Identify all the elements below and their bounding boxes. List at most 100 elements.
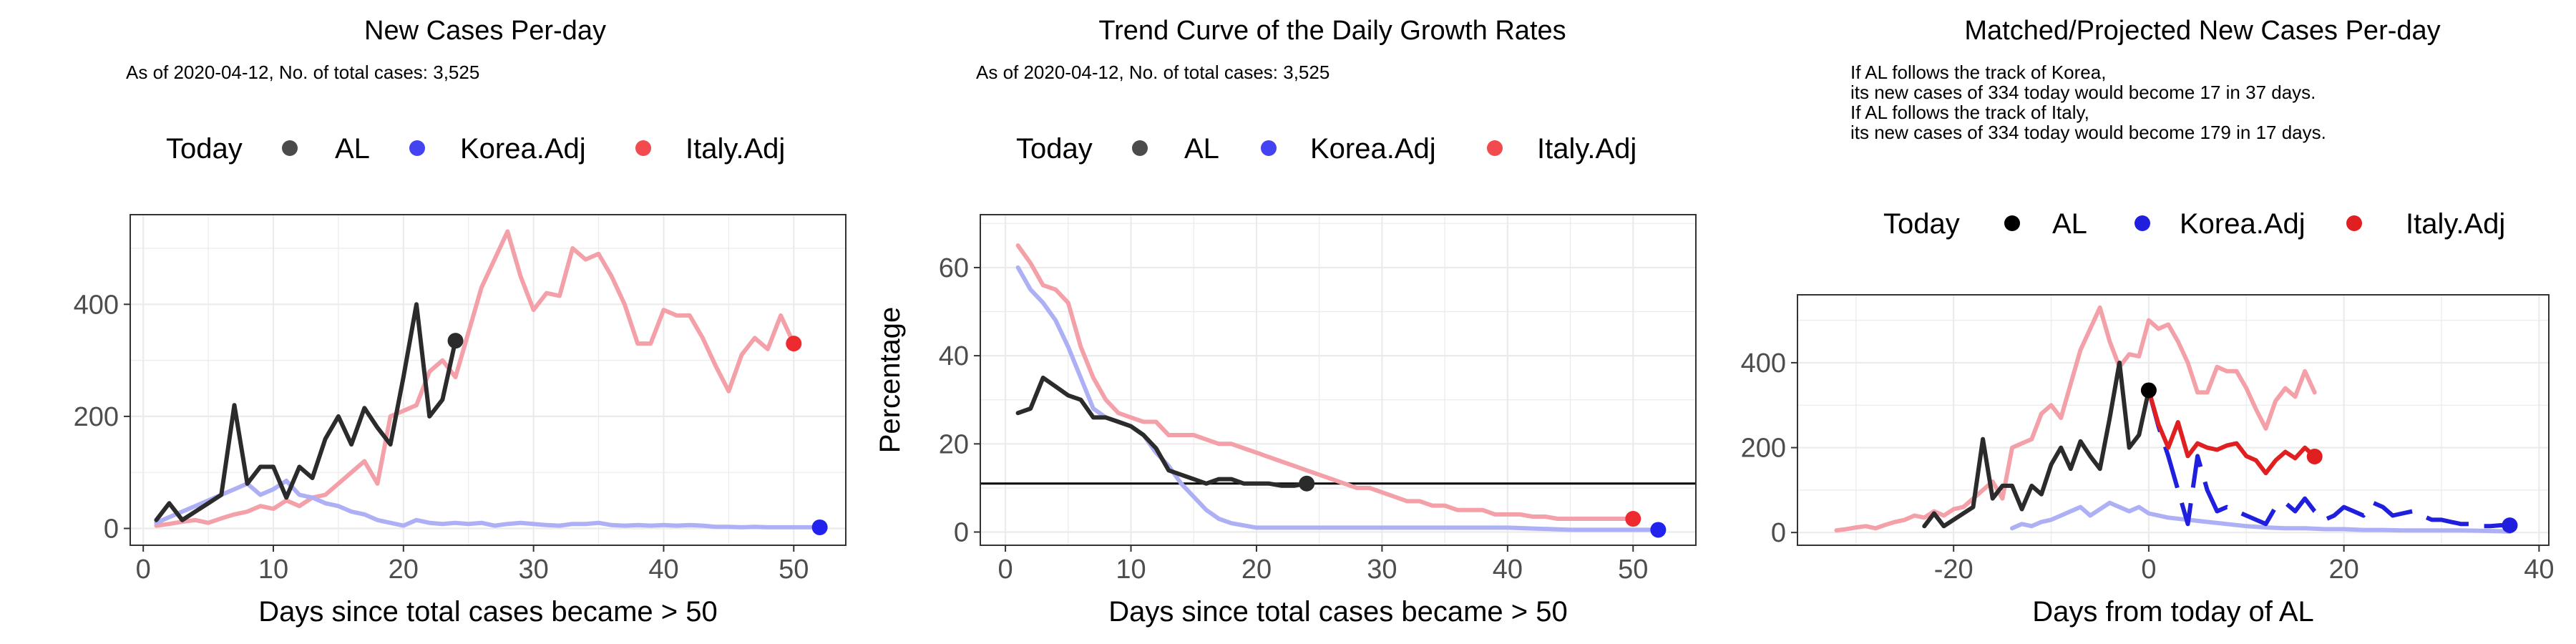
y-tick-label: 0 [954, 518, 969, 548]
chart-title: Trend Curve of the Daily Growth Rates [1098, 16, 1566, 46]
legend-key-korea-adj [409, 140, 425, 156]
legend-key-al [2004, 215, 2020, 231]
x-tick-label: 30 [1367, 555, 1397, 585]
legend-label: Italy.Adj [2406, 208, 2505, 240]
series-line-korea-adj [2147, 389, 2510, 529]
series-line-korea-adj [154, 478, 822, 530]
legend-label: Italy.Adj [1537, 133, 1636, 165]
x-tick-label: 0 [2141, 555, 2156, 585]
legend: Today AL Korea.Adj Italy.Adj [1883, 208, 2505, 240]
series-line-italy-adj [1015, 243, 1636, 521]
legend-key-italy-adj [635, 140, 651, 156]
chart-panel-3: Matched/Projected New Cases Per-day If AL… [1741, 16, 2555, 628]
plot-area [130, 215, 846, 545]
x-tick-label: 0 [998, 555, 1013, 585]
x-tick-label: 0 [136, 555, 151, 585]
annotation-line: its new cases of 334 today would become … [1850, 122, 2326, 143]
x-tick-label: 30 [518, 555, 548, 585]
legend-label: AL [1184, 133, 1219, 165]
legend-title: Today [1016, 133, 1093, 165]
x-tick-label: 40 [1493, 555, 1523, 585]
legend-key-korea-adj [2135, 215, 2150, 231]
today-marker-korea-adj [1650, 522, 1667, 538]
today-marker-al [1299, 475, 1315, 492]
x-axis-label: Days since total cases became > 50 [258, 596, 717, 628]
series-group [154, 229, 828, 535]
x-axis-label: Days from today of AL [2032, 596, 2314, 628]
y-tick-label: 0 [104, 514, 119, 545]
legend-label: Korea.Adj [2180, 208, 2306, 240]
legend-key-al [282, 140, 298, 156]
chart-panel-2: Trend Curve of the Daily Growth Rates As … [874, 16, 1697, 628]
plot-border [130, 214, 847, 546]
legend-label: Korea.Adj [1310, 133, 1436, 165]
y-tick-label: 200 [1741, 434, 1786, 464]
x-tick-label: 40 [2524, 555, 2554, 585]
legend-title: Today [166, 133, 243, 165]
chart-subtitle: As of 2020-04-12, No. of total cases: 3,… [976, 62, 1330, 83]
legend-key-korea-adj [1261, 140, 1277, 156]
y-tick-label: 400 [74, 290, 119, 320]
x-tick-label: -20 [1934, 555, 1974, 585]
today-marker-al [447, 333, 464, 349]
chart-title: Matched/Projected New Cases Per-day [1964, 16, 2440, 46]
x-tick-label: 50 [779, 555, 809, 585]
chart-panel-1: New Cases Per-day As of 2020-04-12, No. o… [74, 16, 847, 628]
annotation-line: its new cases of 334 today would become … [1850, 82, 2316, 103]
today-marker-korea-adj [811, 519, 828, 535]
series-line-al [1015, 375, 1309, 488]
plot-border [980, 214, 1697, 546]
axes: 0 10 20 30 40 50 0 200 400 [74, 290, 809, 585]
x-axis-label: Days since total cases became > 50 [1108, 596, 1567, 628]
x-tick-label: 40 [648, 555, 678, 585]
y-tick-label: 40 [939, 341, 969, 371]
gridlines [980, 215, 1697, 545]
gridlines [130, 215, 846, 545]
legend-key-al [1132, 140, 1148, 156]
legend-label: AL [335, 133, 370, 165]
series-line-al [154, 302, 458, 522]
today-marker-korea-adj [2502, 517, 2518, 534]
x-tick-label: 20 [389, 555, 419, 585]
series-line-italy-adj [154, 229, 796, 528]
y-tick-label: 60 [939, 253, 969, 283]
legend-key-italy-adj [1487, 140, 1503, 156]
x-tick-label: 20 [1241, 555, 1272, 585]
today-marker-italy-adj [2306, 449, 2323, 465]
y-tick-label: 0 [1771, 518, 1786, 548]
y-tick-label: 400 [1741, 348, 1786, 379]
legend-title: Today [1883, 208, 1960, 240]
plot-area [980, 215, 1696, 545]
legend-label: AL [2052, 208, 2087, 240]
series-line-background [1834, 305, 2317, 533]
series-line-background [2010, 500, 2512, 534]
today-marker-al [2140, 382, 2157, 399]
legend-label: Italy.Adj [686, 133, 785, 165]
y-tick-label: 200 [74, 402, 119, 432]
legend-label: Korea.Adj [460, 133, 586, 165]
series-group [1015, 243, 1667, 538]
annotation-line: If AL follows the track of Korea, [1850, 62, 2106, 83]
chart-title: New Cases Per-day [364, 16, 606, 46]
y-axis-label: Percentage [874, 307, 906, 454]
y-tick-label: 20 [939, 429, 969, 459]
legend: Today AL Korea.Adj Italy.Adj [166, 133, 785, 165]
today-marker-italy-adj [1625, 511, 1641, 527]
gridlines [1797, 295, 2549, 545]
legend-key-italy-adj [2346, 215, 2362, 231]
series-line-al [1922, 360, 2151, 529]
axes: 0 10 20 30 40 50 0 20 40 60 [939, 253, 1649, 585]
series-line-italy-adj [2146, 388, 2317, 476]
chart-subtitle: As of 2020-04-12, No. of total cases: 3,… [126, 62, 479, 83]
x-tick-label: 50 [1618, 555, 1648, 585]
x-tick-label: 20 [2328, 555, 2358, 585]
today-marker-italy-adj [786, 336, 802, 352]
legend: Today AL Korea.Adj Italy.Adj [1016, 133, 1636, 165]
x-tick-label: 10 [1116, 555, 1146, 585]
series-line-korea-adj [1015, 265, 1661, 532]
plot-border [1797, 294, 2550, 546]
series-group [1834, 305, 2518, 534]
annotation-line: If AL follows the track of Italy, [1850, 102, 2089, 123]
